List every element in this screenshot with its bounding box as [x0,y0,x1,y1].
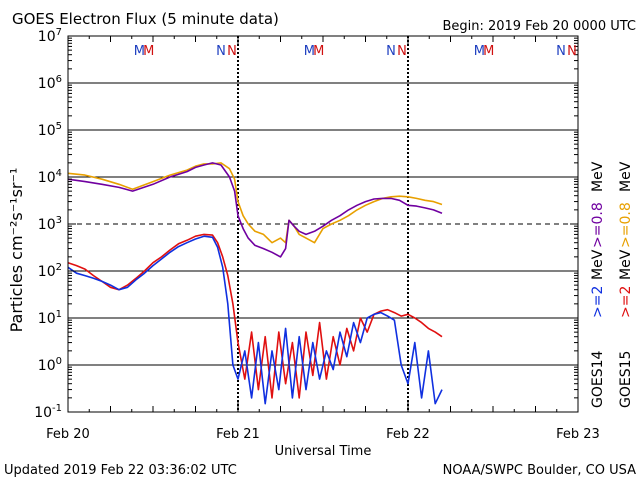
noon-marker-label: N [227,44,237,59]
y-tick-label: 105 [38,121,62,139]
x-axis-label: Universal Time [275,444,372,459]
y-axis-ticks: 10-1 100 101 102 103 104 105 106 107 [34,27,578,421]
y-tick-label: 106 [38,74,62,92]
y-tick-label: 104 [38,168,62,186]
x-tick-label: Feb 20 [46,427,90,442]
legend-mev-2b: MeV [618,249,634,280]
begin-label: Begin: 2019 Feb 20 0000 UTC [442,19,636,34]
noon-marker-label: M [474,44,485,59]
series-line [67,162,443,244]
noon-marker-label: M [313,44,324,59]
legend-mev-2: MeV [590,249,606,280]
noon-marker-label: M [143,44,154,59]
chart-title: GOES Electron Flux (5 minute data) [12,10,279,28]
noon-marker-label: M [304,44,315,59]
noon-marker-label: N [386,44,396,59]
legend-mev-08b: MeV [618,161,634,192]
x-tick-label: Feb 22 [386,427,430,442]
y-tick-label: 102 [38,262,62,280]
y-axis-label: Particles cm⁻²s⁻¹sr⁻¹ [7,168,26,333]
noon-marker-label: M [134,44,145,59]
legend-goes15: GOES15 [618,351,634,408]
noon-marker-label: N [556,44,566,59]
noon-marker-label: N [397,44,407,59]
midnight-markers [237,36,409,412]
noon-marker-label: M [483,44,494,59]
credit-label: NOAA/SWPC Boulder, CO USA [443,463,636,478]
y-tick-label: 10-1 [34,403,62,421]
y-tick-label: 100 [38,356,62,374]
legend-g15-2: >=2 [618,286,634,318]
legend-goes14: GOES14 [590,350,606,408]
legend-g14-2: >=2 [590,286,606,318]
noon-marker-label: N [216,44,226,59]
series-line [67,235,443,405]
x-axis-ticks: Feb 20 Feb 21 Feb 22 Feb 23 [46,36,600,442]
grid [68,82,578,366]
y-tick-label: 101 [38,309,62,327]
noon-marker-label: N [567,44,577,59]
noon-markers: MM N N MM N N MM N N [134,44,577,59]
legend-mev-08: MeV [590,161,606,192]
series-line [67,162,443,258]
y-tick-label: 107 [38,27,62,45]
updated-label: Updated 2019 Feb 22 03:36:02 UTC [4,463,237,478]
x-tick-label: Feb 23 [556,427,600,442]
y-tick-label: 103 [38,215,62,233]
legend-g15-08: >=0.8 [618,202,634,248]
legend-g14-08: >=0.8 [590,202,606,248]
series-line [67,233,443,399]
x-tick-label: Feb 21 [216,427,260,442]
data-series [67,162,443,405]
